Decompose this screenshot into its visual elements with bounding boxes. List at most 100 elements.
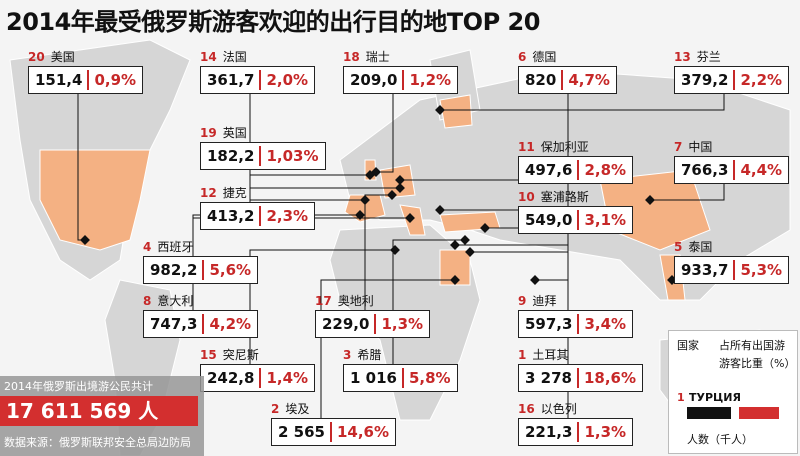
destination-box: 229,0 1,3% — [315, 310, 431, 338]
leader-line — [650, 184, 725, 201]
legend-example: ТУРЦИЯ — [689, 391, 741, 404]
destination-box: 3 278 18,6% — [518, 364, 644, 392]
location-dot — [435, 105, 445, 115]
destination-label: 19 英国 — [200, 124, 247, 141]
destination-box: 982,2 5,6% — [143, 256, 259, 284]
country: 中国 — [688, 140, 713, 154]
location-dot — [450, 240, 460, 250]
destination-box: 209,0 1,2% — [343, 66, 459, 94]
leader-line — [249, 170, 370, 176]
share: 14,6% — [329, 422, 395, 442]
rank: 16 — [518, 402, 535, 416]
rank: 5 — [674, 240, 683, 254]
destination-box: 549,0 3,1% — [518, 206, 634, 234]
destination-label: 3 希腊 — [343, 346, 381, 363]
location-dot — [435, 205, 445, 215]
country: 美国 — [50, 50, 75, 64]
country: 芬兰 — [696, 50, 721, 64]
destination-label: 10 塞浦路斯 — [518, 188, 589, 205]
destination-label: 15 突尼斯 — [200, 346, 259, 363]
location-dot — [355, 210, 365, 220]
rank: 7 — [674, 140, 683, 154]
destination-box: 379,2 2,2% — [674, 66, 790, 94]
source: 数据来源：俄罗斯联邦安全总局边防局 — [4, 436, 191, 449]
country: 保加利亚 — [540, 140, 589, 154]
country: 瑞士 — [365, 50, 390, 64]
country: 以色列 — [540, 402, 577, 416]
location-dot — [480, 223, 490, 233]
destination-label: 1 土耳其 — [518, 346, 568, 363]
rank: 17 — [315, 294, 332, 308]
location-dot — [80, 235, 90, 245]
rank: 12 — [200, 186, 217, 200]
location-dot — [387, 190, 397, 200]
country: 德国 — [532, 50, 557, 64]
country: 法国 — [222, 50, 247, 64]
location-dot — [645, 195, 655, 205]
destination-box: 747,3 4,2% — [143, 310, 259, 338]
destination-box: 497,6 2,8% — [518, 156, 634, 184]
location-dot — [395, 183, 405, 193]
rank: 20 — [28, 50, 45, 64]
tourists: 229,0 — [322, 315, 370, 333]
country: 奥地利 — [337, 294, 374, 308]
destination-box: 1 016 5,8% — [343, 364, 458, 392]
tourists: 597,3 — [525, 315, 573, 333]
destination-label: 18 瑞士 — [343, 48, 390, 65]
legend-country: 国家 — [677, 339, 699, 352]
country: 迪拜 — [532, 294, 557, 308]
share: 3,4% — [577, 314, 632, 334]
destination-label: 6 德国 — [518, 48, 556, 65]
country: 西班牙 — [157, 240, 194, 254]
tourists: 1 016 — [350, 369, 397, 387]
destination-box: 2 565 14,6% — [271, 418, 397, 446]
legend: 国家 占所有出国游游客比重（%） 1 ТУРЦИЯ 人数（千人） — [668, 330, 798, 454]
share: 1,2% — [402, 70, 457, 90]
country: 英国 — [222, 126, 247, 140]
share: 1,03% — [259, 146, 324, 166]
share: 2,3% — [259, 206, 314, 226]
share: 5,8% — [401, 368, 457, 388]
destination-box: 151,4 0,9% — [28, 66, 144, 94]
rank: 13 — [674, 50, 691, 64]
share: 0,9% — [87, 70, 142, 90]
legend-share: 占所有出国游游客比重（%） — [719, 339, 796, 370]
tourists: 933,7 — [681, 261, 729, 279]
tourists: 151,4 — [35, 71, 83, 89]
country: 突尼斯 — [222, 348, 259, 362]
tourists: 182,2 — [207, 147, 255, 165]
share: 1,3% — [577, 422, 632, 442]
location-dot — [460, 235, 470, 245]
summary-label: 2014年俄罗斯出境游公民共计 — [4, 380, 153, 393]
destination-label: 4 西班牙 — [143, 238, 193, 255]
destination-label: 16 以色列 — [518, 400, 577, 417]
leader-line — [364, 194, 392, 338]
country: 希腊 — [357, 348, 382, 362]
country: 土耳其 — [532, 348, 569, 362]
destination-label: 2 埃及 — [271, 400, 309, 417]
leader-line — [376, 94, 394, 173]
share: 4,7% — [561, 70, 616, 90]
leader-line — [392, 239, 465, 392]
rank: 15 — [200, 348, 217, 362]
destination-label: 20 美国 — [28, 48, 75, 65]
destination-label: 9 迪拜 — [518, 292, 556, 309]
leader-line — [249, 249, 395, 392]
destination-box: 413,2 2,3% — [200, 202, 316, 230]
location-dot — [395, 175, 405, 185]
tourists: 413,2 — [207, 207, 255, 225]
destination-label: 17 奥地利 — [315, 292, 374, 309]
share: 4,4% — [733, 160, 788, 180]
rank: 8 — [143, 294, 152, 308]
destination-box: 820 4,7% — [518, 66, 617, 94]
tourists: 766,3 — [681, 161, 729, 179]
rank: 1 — [518, 348, 527, 362]
location-dot — [405, 213, 415, 223]
location-dot — [450, 275, 460, 285]
summary-panel: 2014年俄罗斯出境游公民共计 17 611 569 人 数据来源：俄罗斯联邦安… — [0, 376, 204, 456]
share: 2,0% — [259, 70, 314, 90]
share: 1,4% — [259, 368, 314, 388]
location-dot — [465, 247, 475, 257]
share: 1,3% — [374, 314, 429, 334]
tourists: 982,2 — [150, 261, 198, 279]
